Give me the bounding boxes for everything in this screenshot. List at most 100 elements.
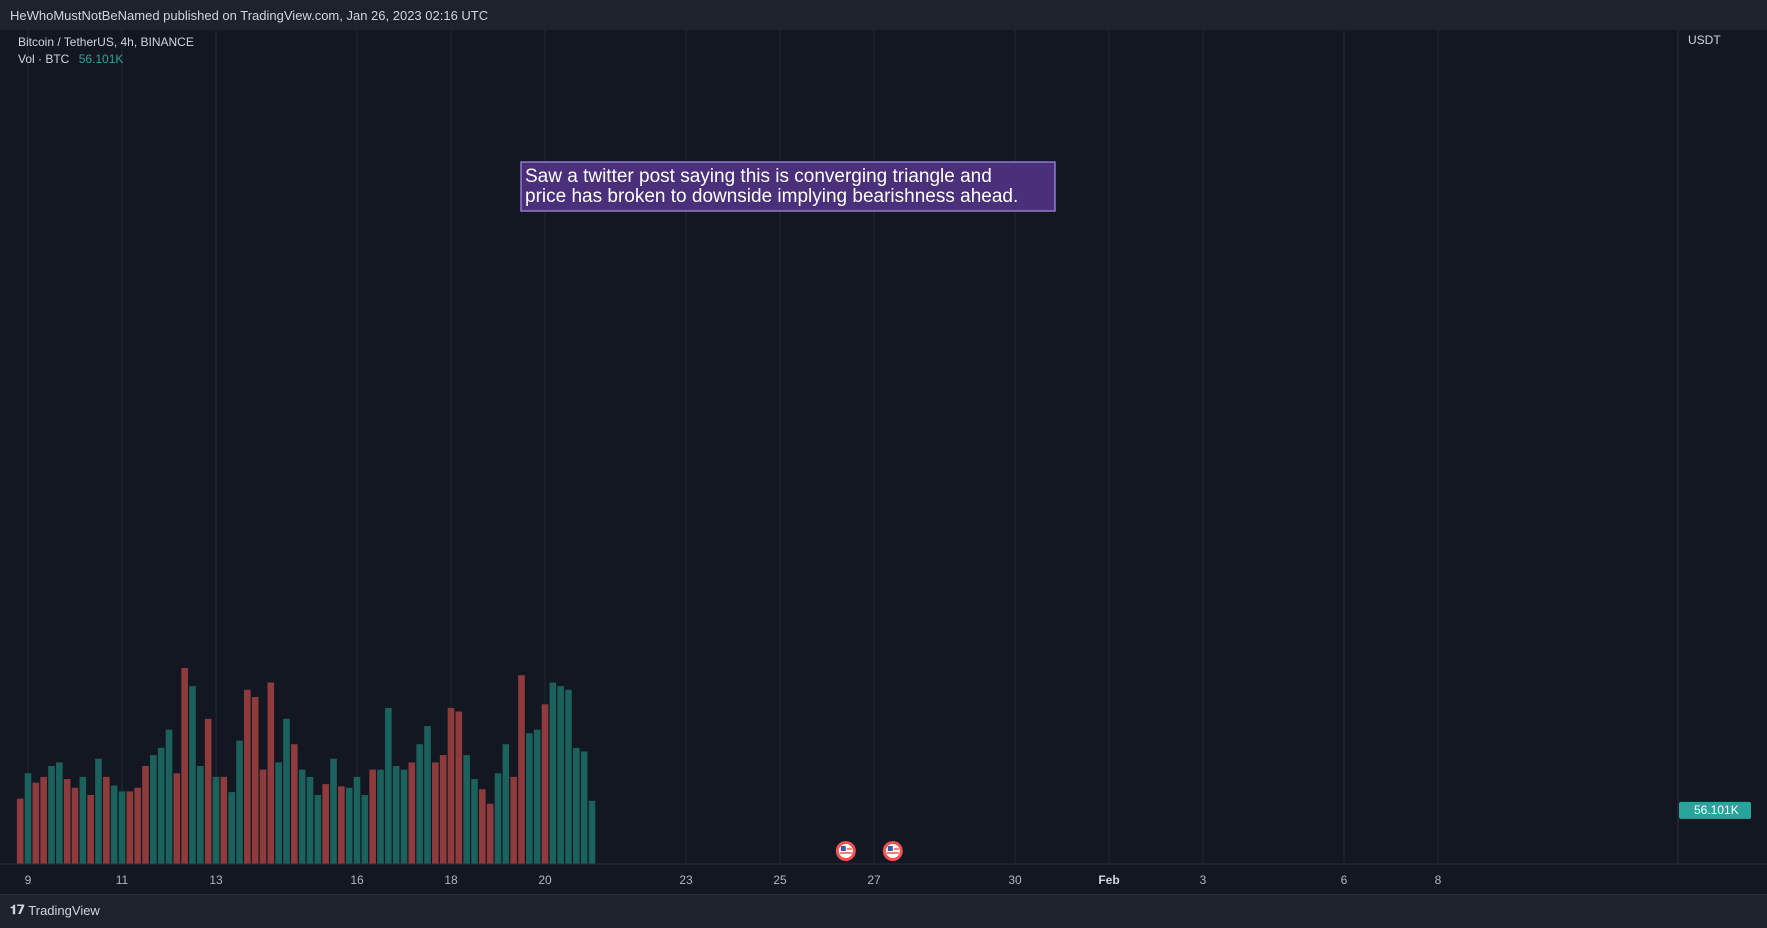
- volume-bar: [486, 803, 494, 864]
- us-flag-icon-canton: [887, 846, 893, 851]
- volume-bar: [424, 726, 431, 864]
- volume-bar: [118, 791, 126, 864]
- volume-bar: [267, 682, 275, 864]
- volume-bar: [173, 773, 181, 864]
- volume-bar: [455, 711, 463, 864]
- volume-bar: [361, 795, 369, 864]
- time-tick-label: 30: [1008, 873, 1022, 887]
- volume-bar: [103, 776, 110, 864]
- volume-bar: [338, 786, 345, 864]
- volume-bar: [400, 769, 408, 864]
- volume-bar: [392, 765, 400, 864]
- volume-bar: [110, 785, 118, 864]
- tradingview-brand[interactable]: 𝟏𝟳 TradingView: [10, 902, 100, 918]
- time-tick-label: 27: [867, 873, 881, 887]
- us-flag-icon-canton: [840, 846, 846, 851]
- volume-bar: [63, 779, 71, 864]
- volume-bar: [510, 776, 517, 864]
- symbol-legend[interactable]: Bitcoin / TetherUS, 4h, BINANCE: [18, 35, 194, 49]
- annotation-text-line2: price has broken to downside implying be…: [525, 186, 1018, 207]
- volume-bar: [126, 791, 134, 864]
- publish-line: HeWhoMustNotBeNamed published on Trading…: [10, 8, 489, 23]
- price-axis-unit: USDT: [1688, 33, 1721, 47]
- volume-bar: [330, 758, 337, 864]
- volume-bar: [291, 744, 298, 864]
- time-tick-label: 6: [1341, 873, 1348, 887]
- volume-bar: [377, 769, 384, 864]
- publish-bar: HeWhoMustNotBeNamed published on Trading…: [0, 0, 1767, 31]
- volume-bar: [24, 773, 32, 864]
- volume-bar: [16, 798, 24, 864]
- volume-bar: [322, 784, 329, 864]
- volume-bar: [345, 787, 353, 864]
- volume-bar: [588, 800, 596, 864]
- volume-bar: [283, 718, 290, 864]
- volume-bar: [580, 751, 588, 864]
- volume-bar: [157, 747, 165, 864]
- time-tick-label: Feb: [1098, 873, 1119, 887]
- footer-bar: [0, 894, 1767, 928]
- volume-bar: [220, 776, 228, 864]
- volume-bar: [439, 755, 447, 864]
- tradingview-logo-icon: 𝟏𝟳: [10, 902, 25, 917]
- annotation-text-line1: Saw a twitter post saying this is conver…: [525, 166, 992, 187]
- volume-bar: [165, 729, 173, 864]
- last-volume-tag-label: 56.101K: [1694, 803, 1739, 817]
- volume-bar: [518, 675, 525, 864]
- volume-bar: [557, 686, 564, 864]
- volume-bar: [181, 667, 188, 864]
- volume-legend[interactable]: Vol · BTC 56.101K: [18, 52, 123, 66]
- volume-bar: [526, 733, 533, 864]
- price-chart[interactable]: Saw a twitter post saying this is conver…: [0, 30, 1767, 893]
- price-axis-panel: [1678, 30, 1767, 893]
- volume-bar: [259, 769, 267, 864]
- volume-bar: [212, 776, 220, 864]
- brand-label: TradingView: [28, 902, 100, 918]
- volume-bar: [369, 769, 376, 864]
- volume-bar: [533, 729, 541, 864]
- volume-bar: [142, 765, 149, 864]
- volume-bar: [204, 718, 212, 864]
- volume-bar: [40, 776, 47, 864]
- volume-bar: [541, 704, 549, 864]
- chart-background: [0, 30, 1767, 893]
- volume-bar: [95, 758, 102, 864]
- volume-bar: [56, 762, 63, 864]
- time-tick-label: 18: [444, 873, 458, 887]
- volume-bar: [471, 779, 478, 864]
- volume-bar: [408, 762, 416, 864]
- volume-bar: [32, 782, 40, 864]
- volume-bar: [228, 792, 235, 864]
- volume-bar: [479, 789, 486, 864]
- volume-bar: [306, 776, 314, 864]
- time-tick-label: 11: [116, 873, 129, 887]
- last-volume-tag: [1679, 801, 1751, 819]
- volume-bar: [416, 744, 423, 864]
- volume-bar: [314, 795, 322, 864]
- volume-bar: [275, 762, 282, 864]
- volume-bar: [48, 765, 55, 864]
- time-tick-label: 9: [25, 873, 32, 887]
- time-tick-label: 23: [679, 873, 693, 887]
- time-tick-label: 16: [350, 873, 364, 887]
- volume-bar: [236, 740, 243, 864]
- volume-legend-value: 56.101K: [78, 52, 124, 66]
- volume-bar: [447, 707, 455, 864]
- time-tick-label: 25: [773, 873, 787, 887]
- volume-bar: [385, 707, 392, 864]
- volume-legend-label: Vol · BTC: [18, 52, 70, 66]
- volume-bar: [353, 776, 361, 864]
- volume-bar: [197, 765, 204, 864]
- volume-bar: [298, 769, 306, 864]
- volume-bar: [494, 773, 502, 864]
- volume-bar: [244, 689, 251, 864]
- time-tick-label: 20: [538, 873, 552, 887]
- time-tick-label: 13: [209, 873, 223, 887]
- time-tick-label: 3: [1200, 873, 1207, 887]
- volume-bar: [549, 682, 557, 864]
- time-axis-panel: [0, 864, 1767, 893]
- volume-bar: [251, 697, 259, 864]
- volume-bar: [87, 795, 94, 864]
- volume-bar: [502, 744, 510, 864]
- time-tick-label: 8: [1435, 873, 1442, 887]
